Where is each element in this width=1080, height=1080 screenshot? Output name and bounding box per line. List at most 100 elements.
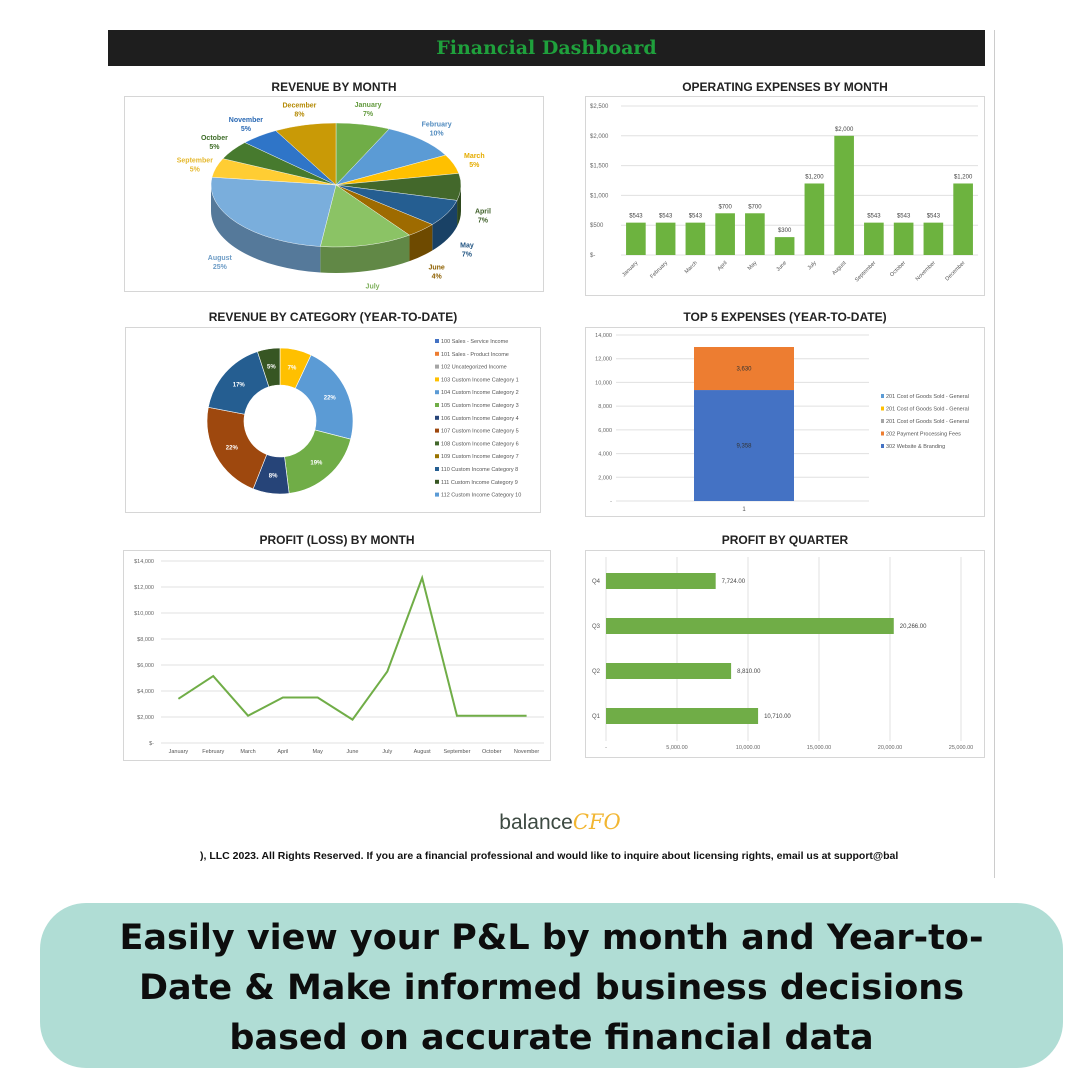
pie-label-month: November bbox=[229, 117, 264, 124]
x-tick-label: May bbox=[747, 260, 759, 272]
bar-november bbox=[923, 222, 944, 255]
pie-label-month: June bbox=[428, 264, 444, 271]
legend-entry: 111 Custom Income Category 9 bbox=[441, 480, 518, 486]
bar-data-label: $700 bbox=[718, 204, 732, 210]
donut-data-label: 7% bbox=[288, 365, 297, 371]
chart-title-operating-expenses: OPERATING EXPENSES BY MONTH bbox=[682, 80, 888, 94]
legend-entry: 106 Custom Income Category 4 bbox=[441, 416, 519, 422]
pie-label-month: January bbox=[355, 102, 382, 109]
legend-swatch bbox=[435, 492, 439, 497]
pie-label-month: September bbox=[177, 158, 213, 165]
legend-swatch bbox=[435, 339, 439, 343]
donut-data-label: 22% bbox=[226, 445, 239, 451]
legend-entry: 102 Uncategorized Income bbox=[441, 365, 507, 371]
pie-label-month: October bbox=[201, 135, 228, 142]
pie-label-percent: 4% bbox=[432, 273, 443, 280]
top-5-expenses-chart: - 2,000 4,000 6,000 8,000 10,000 12,000 14,000 9… bbox=[585, 327, 985, 517]
y-tick-label: $12,000 bbox=[134, 585, 154, 591]
legend-entry: 100 Sales - Service Income bbox=[441, 339, 508, 345]
x-tick-label: 5,000.00 bbox=[666, 745, 687, 751]
pie-label-percent: 5% bbox=[469, 162, 480, 169]
x-tick-label: 25,000.00 bbox=[949, 745, 973, 751]
donut-segment bbox=[294, 354, 354, 440]
y-tick-label: $- bbox=[590, 253, 595, 259]
legend-swatch bbox=[435, 441, 439, 446]
x-tick-label: June bbox=[347, 749, 359, 755]
y-tick-label: $2,000 bbox=[590, 134, 609, 140]
dashboard-title: Financial Dashboard bbox=[108, 30, 985, 66]
donut-data-label: 19% bbox=[310, 460, 323, 466]
y-tick-label: Q2 bbox=[592, 669, 601, 675]
pie-side-april bbox=[457, 185, 461, 227]
pie-label-month: May bbox=[460, 242, 474, 249]
bar-data-label: $543 bbox=[867, 214, 881, 220]
pie-label-percent: 5% bbox=[241, 126, 252, 133]
pie-side-july bbox=[320, 235, 410, 273]
pie-slice-august bbox=[210, 177, 337, 247]
bar-data-label: $543 bbox=[689, 214, 703, 220]
bar-data-label: 7,724.00 bbox=[722, 579, 746, 585]
bar-january bbox=[626, 222, 646, 255]
legend-swatch bbox=[435, 467, 439, 471]
y-tick-label: $2,000 bbox=[137, 715, 154, 721]
legend-entry: 107 Custom Income Category 5 bbox=[441, 429, 519, 435]
bar-august bbox=[834, 135, 854, 255]
banner-line-2: Date & Make informed business decisions bbox=[138, 968, 965, 1008]
y-tick-label: $500 bbox=[590, 223, 604, 229]
pie-label-month: August bbox=[208, 255, 233, 262]
donut-data-label: 5% bbox=[267, 365, 276, 371]
bar-april bbox=[715, 213, 735, 255]
legend-entry: 302 Website & Branding bbox=[886, 444, 945, 450]
legend-swatch bbox=[435, 390, 439, 395]
legend-swatch bbox=[881, 394, 884, 398]
y-tick-label: $10,000 bbox=[134, 611, 154, 617]
pie-label-percent: 7% bbox=[462, 251, 473, 258]
y-tick-label: Q4 bbox=[592, 579, 601, 585]
y-tick-label: 8,000 bbox=[598, 404, 612, 410]
legend-swatch bbox=[435, 377, 439, 382]
legend-entry: 104 Custom Income Category 2 bbox=[441, 390, 519, 396]
pie-label-percent: 25% bbox=[213, 264, 228, 271]
legend-entry: 110 Custom Income Category 8 bbox=[441, 467, 518, 473]
y-tick-label: 10,000 bbox=[595, 380, 612, 386]
legend-swatch bbox=[435, 454, 439, 459]
y-tick-label: 6,000 bbox=[598, 428, 612, 434]
x-tick-label: March bbox=[240, 749, 255, 755]
chart-title-top-5-expenses: TOP 5 EXPENSES (YEAR-TO-DATE) bbox=[683, 310, 887, 324]
x-tick-label: January bbox=[169, 749, 189, 755]
y-tick-label: 2,000 bbox=[598, 475, 612, 481]
pie-label-percent: 10% bbox=[430, 131, 445, 138]
x-tick-label: February bbox=[649, 260, 669, 280]
pie-label-month: December bbox=[283, 103, 317, 110]
bar-q4 bbox=[606, 573, 716, 589]
bar-data-label: $700 bbox=[748, 204, 762, 210]
pie-slice-december bbox=[275, 122, 337, 186]
operating-expenses-chart: $- $500 $1,000 $1,500 $2,000 $2,500 $543 Januar… bbox=[585, 96, 985, 296]
pie-slice-july bbox=[320, 184, 410, 248]
logo-accent-text: CFO bbox=[572, 810, 621, 834]
y-tick-label: 14,000 bbox=[595, 333, 612, 339]
x-tick-label: October bbox=[482, 749, 502, 755]
x-tick-label: December bbox=[944, 260, 966, 282]
promo-banner: Easily view your P&L by month and Year-t… bbox=[40, 903, 1063, 1068]
x-tick-label: March bbox=[684, 260, 699, 275]
legend-entry: 109 Custom Income Category 7 bbox=[441, 454, 519, 460]
pie-label-month: July bbox=[366, 283, 380, 290]
chart-title-profit-by-quarter: PROFIT BY QUARTER bbox=[721, 533, 849, 547]
y-tick-label: $1,000 bbox=[590, 193, 609, 199]
legend-swatch bbox=[881, 406, 884, 411]
y-tick-label: $1,500 bbox=[590, 164, 609, 170]
bar-data-label: $1,200 bbox=[805, 174, 824, 180]
x-tick-label: November bbox=[514, 749, 540, 755]
profit-line bbox=[177, 574, 527, 721]
bar-june bbox=[774, 237, 795, 255]
bar-july bbox=[804, 183, 825, 255]
x-tick-label: January bbox=[621, 260, 639, 278]
donut-data-label: 17% bbox=[233, 383, 246, 389]
pie-side-june bbox=[409, 224, 433, 262]
x-tick-label: July bbox=[382, 749, 392, 755]
x-tick-label: October bbox=[889, 260, 907, 278]
legend-swatch bbox=[435, 351, 439, 356]
bar-q2 bbox=[606, 663, 732, 679]
x-tick-label: November bbox=[915, 260, 937, 282]
